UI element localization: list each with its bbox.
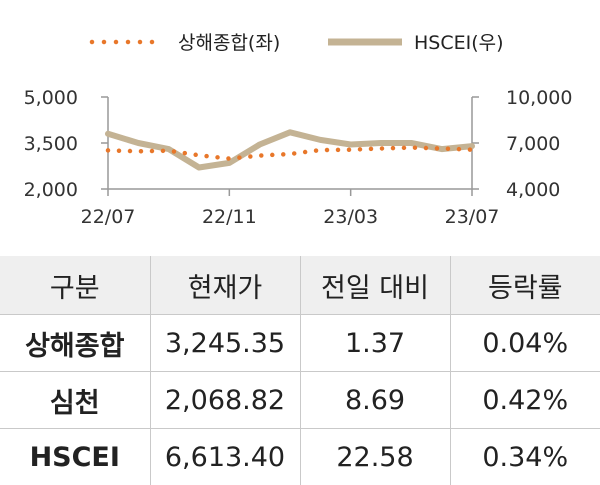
right-tick-label: 4,000 — [506, 179, 560, 201]
cell-price: 3,245.35 — [150, 315, 300, 372]
x-axis-ticks: 22/07 22/11 23/03 23/07 — [81, 189, 500, 228]
left-tick-label: 3,500 — [24, 133, 78, 155]
x-tick-label: 23/07 — [445, 206, 500, 228]
cell-rate: 0.34% — [450, 429, 600, 485]
series-line-shanghai — [108, 148, 472, 159]
cell-change: 8.69 — [300, 372, 450, 429]
index-table: 구분 현재가 전일 대비 등락률 상해종합 3,245.35 1.37 0.04… — [0, 256, 600, 485]
cell-price: 6,613.40 — [150, 429, 300, 485]
cell-rate: 0.42% — [450, 372, 600, 429]
legend-label-shanghai: 상해종합(좌) — [178, 32, 280, 54]
header-current-price: 현재가 — [150, 256, 300, 315]
left-tick-label: 2,000 — [24, 179, 78, 201]
table-header-row: 구분 현재가 전일 대비 등락률 — [0, 256, 600, 315]
row-label: HSCEI — [0, 429, 150, 485]
row-label: 심천 — [0, 372, 150, 429]
cell-change: 22.58 — [300, 429, 450, 485]
cell-rate: 0.04% — [450, 315, 600, 372]
header-change-rate: 등락률 — [450, 256, 600, 315]
x-tick-label: 23/03 — [323, 206, 378, 228]
right-tick-label: 7,000 — [506, 133, 560, 155]
x-tick-label: 22/07 — [81, 206, 136, 228]
table-row: HSCEI 6,613.40 22.58 0.34% — [0, 429, 600, 485]
x-tick-label: 22/11 — [202, 206, 257, 228]
right-axis-ticks: 10,000 7,000 4,000 — [472, 87, 572, 201]
row-label: 상해종합 — [0, 315, 150, 372]
cell-price: 2,068.82 — [150, 372, 300, 429]
legend-label-hscei: HSCEI(우) — [414, 32, 504, 54]
index-chart: 상해종합(좌) HSCEI(우) 5,000 3,500 2,000 10,000 7… — [0, 0, 600, 240]
chart-legend: 상해종합(좌) HSCEI(우) — [92, 32, 504, 54]
header-category: 구분 — [0, 256, 150, 315]
table-row: 심천 2,068.82 8.69 0.42% — [0, 372, 600, 429]
cell-change: 1.37 — [300, 315, 450, 372]
table-row: 상해종합 3,245.35 1.37 0.04% — [0, 315, 600, 372]
header-change: 전일 대비 — [300, 256, 450, 315]
right-tick-label: 10,000 — [506, 87, 572, 109]
left-axis-ticks: 5,000 3,500 2,000 — [24, 87, 108, 201]
left-tick-label: 5,000 — [24, 87, 78, 109]
plot-area — [108, 132, 472, 167]
